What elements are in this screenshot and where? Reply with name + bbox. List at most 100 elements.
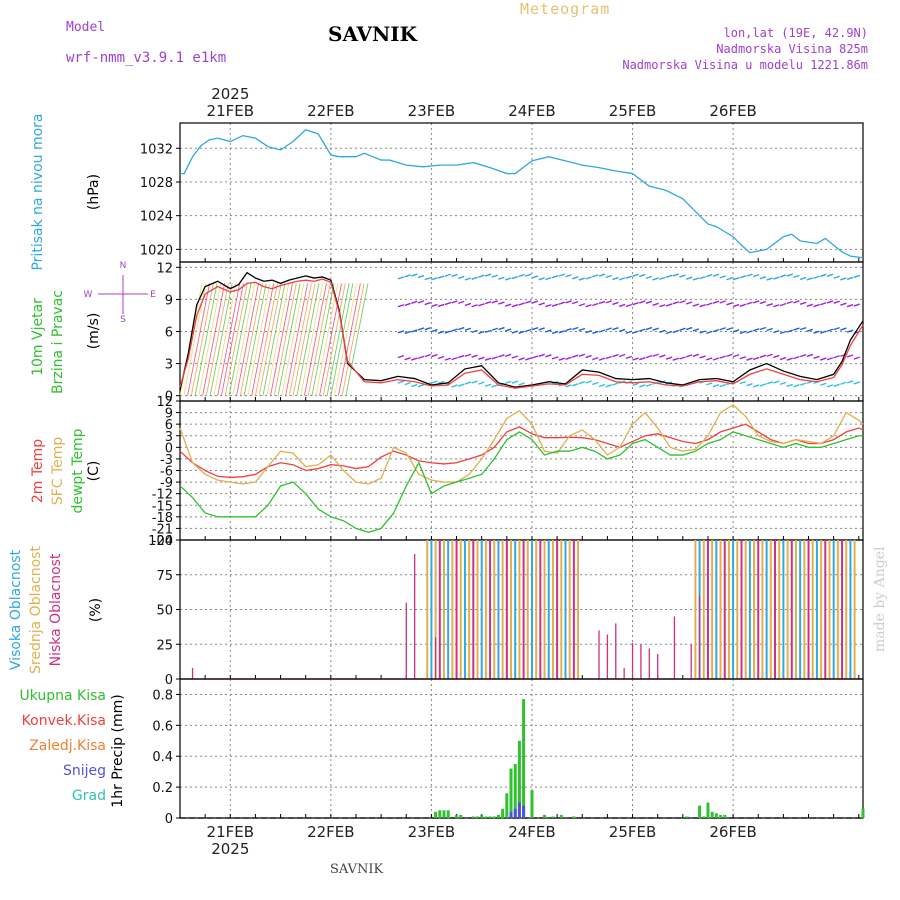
precip-unit-label: 1hr Precip (mm) <box>110 694 126 807</box>
y-tick-label: 25 <box>156 638 173 653</box>
bottom-day-label: 24FEB <box>508 823 555 841</box>
wind-arrow <box>639 300 646 304</box>
wind-arrow <box>538 302 545 306</box>
wind-arrow <box>464 353 472 357</box>
y-tick-label: 9 <box>165 293 173 308</box>
wind-arrow <box>679 274 686 278</box>
wind-hatch <box>228 283 252 396</box>
wind-arrow <box>565 356 572 360</box>
wind-arrow <box>578 327 586 332</box>
wind-arrow <box>444 330 452 334</box>
wind-hatch <box>194 283 218 396</box>
wind-hatch <box>251 283 275 396</box>
wind-arrow <box>712 300 720 304</box>
wind-arrow <box>793 300 800 304</box>
wind-arrow <box>511 330 519 334</box>
wind-arrow <box>451 328 458 332</box>
precip-bar <box>476 816 480 818</box>
wind-arrow <box>679 327 686 332</box>
wind-arrow <box>612 301 619 306</box>
wind-arrow <box>685 354 693 358</box>
wind-arrow <box>618 303 626 308</box>
snow-bar <box>513 808 517 818</box>
dewpt-temp-series-line <box>179 431 863 533</box>
wind-hatch <box>247 283 271 396</box>
wind-arrow <box>558 301 566 305</box>
wind-arrow <box>511 275 519 280</box>
wind-arrow <box>739 380 747 385</box>
wind-arrow <box>491 384 498 388</box>
wind-arrow <box>853 356 861 360</box>
precip-legend-item: Snijeg <box>63 763 106 779</box>
cloud-label-low: Niska Oblacnost <box>48 553 64 666</box>
wind-hatch <box>213 283 237 396</box>
wind-hatch <box>296 283 320 396</box>
y-tick-label: 1028 <box>140 176 173 191</box>
wind-arrow <box>417 384 425 388</box>
precip-bar <box>434 811 438 818</box>
wind-arrow <box>471 380 478 384</box>
wind-arrow <box>565 300 572 304</box>
wind-arrow <box>773 354 780 359</box>
wind-hatch <box>300 283 324 396</box>
wind-arrow <box>578 381 586 385</box>
wind-arrow <box>813 330 820 334</box>
y-tick-label: 9 <box>165 407 173 422</box>
top-day-label: 26FEB <box>709 102 756 120</box>
precip-bar <box>572 816 576 818</box>
precip-bar <box>517 740 521 818</box>
y-tick-label: -18 <box>152 511 173 526</box>
wind-arrow <box>471 304 478 308</box>
precip-bar <box>501 808 505 818</box>
wind-arrow <box>813 303 820 308</box>
wind-arrow <box>578 353 586 357</box>
wind-arrow <box>773 329 780 334</box>
wind-arrow <box>766 277 773 281</box>
precip-bar <box>442 810 446 818</box>
wind-arrow <box>605 355 612 360</box>
wind-arrow <box>525 328 532 333</box>
wind-arrow <box>478 330 485 335</box>
wind-arrow <box>766 353 773 357</box>
wind-arrow <box>525 300 532 304</box>
wind-arrow <box>531 275 539 279</box>
wind-arrow <box>484 273 492 277</box>
wind-arrow <box>625 275 633 279</box>
wind-arrow <box>779 302 787 307</box>
wind-arrow <box>706 302 713 306</box>
temp-unit-label: (C) <box>86 461 102 482</box>
wind-arrow <box>404 357 411 361</box>
snow-bar <box>509 811 513 818</box>
wind-arrow <box>665 356 673 360</box>
wind-hatch <box>277 283 301 396</box>
wind-arrow <box>799 276 807 281</box>
precip-bar <box>559 814 563 818</box>
wind-arrow <box>712 357 720 361</box>
cloud-label-mid: Srednja Oblacnost <box>28 546 44 674</box>
wind-arrow <box>471 354 478 358</box>
wind-series-line <box>179 278 864 389</box>
wind-arrow <box>779 330 787 335</box>
precip-bar <box>471 816 475 818</box>
wind-arrow <box>444 301 452 306</box>
wind-arrow <box>491 274 498 278</box>
precip-bar <box>488 816 492 818</box>
wind-arrow <box>719 383 726 388</box>
wind-arrow <box>592 356 599 361</box>
wind-arrow <box>605 384 612 388</box>
wind-hatch <box>326 283 350 396</box>
compass-north-label: N <box>120 261 127 271</box>
wind-arrow <box>659 354 666 358</box>
wind-arrow <box>645 300 653 304</box>
wind-arrow <box>498 354 505 358</box>
wind-arrow <box>766 303 773 307</box>
wind-arrow <box>746 330 753 334</box>
location-coords: lon,lat (19E, 42.9N) <box>723 26 869 40</box>
top-year-label: 2025 <box>211 85 249 103</box>
wind-arrow <box>592 381 599 386</box>
bottom-day-label: 21FEB <box>207 823 254 841</box>
wind-arrow <box>752 300 760 304</box>
wind-hatch <box>319 283 342 396</box>
wind-arrow <box>746 383 753 387</box>
y-tick-label: 12 <box>156 395 173 410</box>
